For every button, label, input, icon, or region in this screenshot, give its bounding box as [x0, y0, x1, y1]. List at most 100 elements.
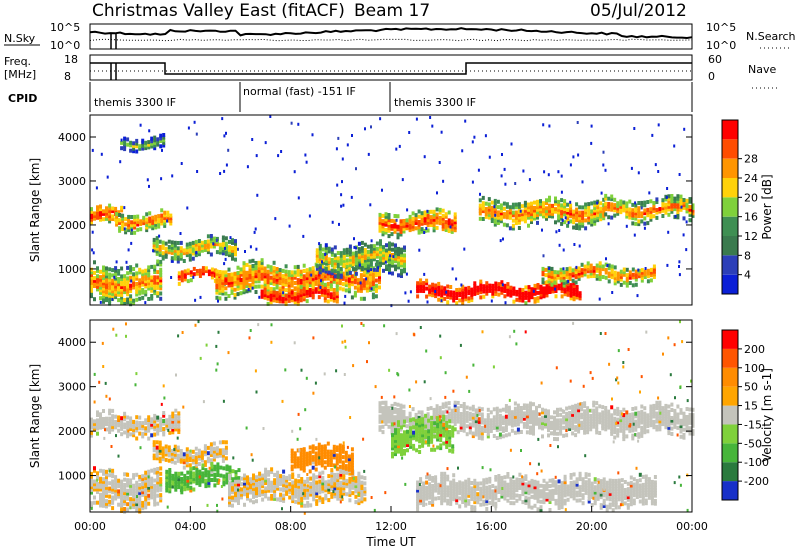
- scatter-cell: [453, 419, 457, 424]
- scatter-cell: [378, 277, 381, 282]
- scatter-cell: [390, 409, 394, 414]
- scatter-cell: [191, 455, 195, 460]
- scatter-cell: [491, 294, 495, 299]
- scatter-cell: [387, 215, 391, 220]
- scatter-cell: [476, 285, 480, 290]
- scatter-cell: [114, 287, 118, 292]
- scatter-cell: [622, 203, 626, 208]
- scatter-cell: [243, 476, 246, 481]
- scatter-cell: [456, 411, 460, 416]
- scatter-cell: [159, 262, 163, 267]
- scatter-cell: [315, 485, 319, 490]
- scatter-cell: [269, 275, 273, 280]
- noise-cell: [187, 126, 190, 130]
- scatter-cell: [500, 285, 504, 290]
- scatter-cell: [541, 415, 544, 420]
- scatter-cell: [260, 268, 264, 273]
- scatter-cell: [405, 424, 409, 429]
- scatter-cell: [514, 213, 518, 218]
- scatter-cell: [297, 500, 301, 505]
- noise-cell: [562, 248, 565, 252]
- scatter-cell: [622, 267, 626, 272]
- scatter-cell: [120, 493, 124, 497]
- scatter-cell: [300, 477, 304, 481]
- scatter-cell: [296, 294, 300, 298]
- scatter-cell: [426, 425, 430, 430]
- scatter-cell: [587, 215, 591, 220]
- scatter-cell: [284, 272, 288, 277]
- scatter-cell: [568, 405, 572, 410]
- scatter-cell: [139, 227, 143, 232]
- scatter-cell: [306, 490, 310, 495]
- scatter-cell: [336, 496, 340, 501]
- scatter-cell: [342, 250, 346, 255]
- scatter-cell: [360, 256, 364, 261]
- scatter-cell: [90, 294, 93, 299]
- scatter-cell: [194, 465, 198, 470]
- scatter-cell: [357, 252, 361, 257]
- scatter-cell: [495, 428, 499, 432]
- scatter-cell: [147, 415, 151, 420]
- scatter-cell: [204, 269, 208, 273]
- scatter-cell: [164, 246, 168, 251]
- scatter-cell: [311, 271, 315, 276]
- scatter-cell: [111, 490, 115, 495]
- scatter-cell: [123, 298, 127, 302]
- scatter-cell: [117, 428, 121, 433]
- scatter-cell: [302, 455, 306, 460]
- noise-cell: [401, 178, 404, 182]
- scatter-cell: [455, 296, 459, 300]
- scatter-cell: [123, 488, 127, 493]
- scatter-cell: [161, 457, 165, 462]
- scatter-cell: [649, 407, 653, 412]
- scatter-cell: [317, 461, 321, 466]
- scatter-cell: [144, 502, 148, 507]
- scatter-cell: [527, 213, 530, 218]
- scatter-cell: [351, 262, 355, 267]
- scatter-cell: [673, 199, 677, 204]
- scatter-cell: [586, 416, 590, 421]
- scatter-cell: [221, 251, 225, 256]
- noise-cell: [95, 186, 98, 190]
- scatter-cell: [342, 248, 346, 253]
- scatter-cell: [159, 422, 163, 427]
- scatter-cell: [381, 416, 385, 421]
- scatter-cell: [378, 226, 382, 231]
- scatter-cell: [209, 458, 213, 463]
- scatter-cell: [105, 477, 108, 482]
- noise-cell: [471, 180, 474, 184]
- scatter-cell: [417, 230, 421, 235]
- scatter-cell: [124, 222, 128, 227]
- scatter-cell: [529, 401, 532, 406]
- scatter-cell: [634, 425, 638, 429]
- scatter-cell: [167, 450, 171, 455]
- scatter-cell: [403, 253, 406, 258]
- scatter-cell: [587, 207, 591, 212]
- scatter-cell: [348, 482, 352, 487]
- scatter-cell: [127, 225, 131, 230]
- scatter-cell: [532, 431, 535, 436]
- scatter-cell: [272, 268, 276, 273]
- noise-cell: [194, 298, 197, 302]
- scatter-cell: [643, 430, 647, 435]
- scatter-cell: [569, 203, 573, 208]
- scatter-cell: [332, 444, 336, 449]
- scatter-cell: [260, 266, 264, 271]
- scatter-cell: [400, 255, 403, 260]
- scatter-cell: [99, 476, 102, 481]
- scatter-cell: [261, 484, 265, 489]
- scatter-cell: [126, 276, 130, 281]
- scatter-cell: [477, 425, 481, 430]
- scatter-cell: [99, 275, 102, 280]
- scatter-cell: [577, 421, 581, 426]
- scatter-cell: [248, 270, 252, 274]
- scatter-cell: [147, 142, 151, 147]
- scatter-cell: [610, 429, 614, 434]
- scatter-cell: [602, 213, 606, 218]
- noise-cell: [678, 273, 681, 277]
- scatter-cell: [123, 477, 127, 482]
- scatter-cell: [519, 416, 523, 421]
- scatter-cell: [144, 500, 148, 504]
- scatter-cell: [360, 486, 364, 490]
- scatter-cell: [462, 418, 466, 422]
